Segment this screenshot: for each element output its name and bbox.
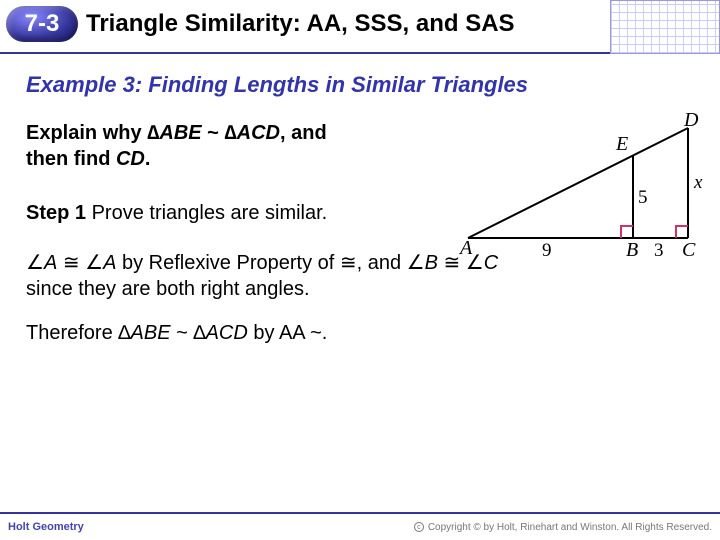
problem-prompt: Explain why ∆ABE ~ ∆ACD, and then find C… [26,120,426,172]
slide-footer: Holt Geometry c Copyright © by Holt, Rin… [0,512,720,540]
conclusion-text: ~ ∆ [171,322,206,344]
angle-A: A [44,252,57,274]
triangle-ACD: ACD [206,322,248,344]
prompt-segment: CD [116,148,145,170]
prompt-text: ~ ∆ [202,122,237,144]
chapter-number: 7-3 [25,10,60,38]
value-CD: x [693,172,703,193]
conclusion-line: Therefore ∆ABE ~ ∆ACD by AA ~. [26,320,694,346]
label-D: D [683,109,699,131]
triangle-diagram: A B C D E 9 3 5 x [458,108,708,268]
right-angle-B-icon [621,226,633,238]
label-C: C [682,239,696,261]
label-A: A [458,237,473,259]
chapter-badge: 7-3 [6,6,78,42]
conclusion-text: Therefore ∆ [26,322,131,344]
footer-brand: Holt Geometry [8,521,84,533]
congruent-text: ≅ ∠ [57,252,103,274]
reason-text: since they are both right angles. [26,278,310,300]
angle-A: A [103,252,116,274]
example-heading: Example 3: Finding Lengths in Similar Tr… [0,54,720,104]
slide-title: Triangle Similarity: AA, SSS, and SAS [86,10,515,38]
label-B: B [626,239,638,261]
label-E: E [615,133,628,155]
conclusion-text: by AA ~. [248,322,328,344]
copyright-icon: c [414,522,424,532]
step-text: Prove triangles are similar. [86,202,327,224]
slide-header: 7-3 Triangle Similarity: AA, SSS, and SA… [0,0,720,54]
prompt-text: , and [280,122,327,144]
right-angle-C-icon [676,226,688,238]
angle-B: B [425,252,438,274]
segment-AD [468,128,688,238]
prompt-text: then find [26,148,116,170]
value-BE: 5 [638,187,648,208]
triangle-ABE: ABE [131,322,171,344]
header-grid-decoration [610,0,720,54]
footer-copyright: c Copyright © by Holt, Rinehart and Wins… [414,522,712,533]
prompt-triangle-1: ABE [159,122,201,144]
prompt-triangle-2: ACD [237,122,280,144]
value-BC: 3 [654,240,664,261]
prompt-text: . [145,148,151,170]
reason-text: by Reflexive Property of ≅, and ∠ [116,252,424,274]
copyright-text: Copyright © by Holt, Rinehart and Winsto… [428,522,712,533]
step-label: Step 1 [26,202,86,224]
value-AB: 9 [542,240,552,261]
prompt-text: Explain why ∆ [26,122,159,144]
angle-symbol: ∠ [26,252,44,274]
